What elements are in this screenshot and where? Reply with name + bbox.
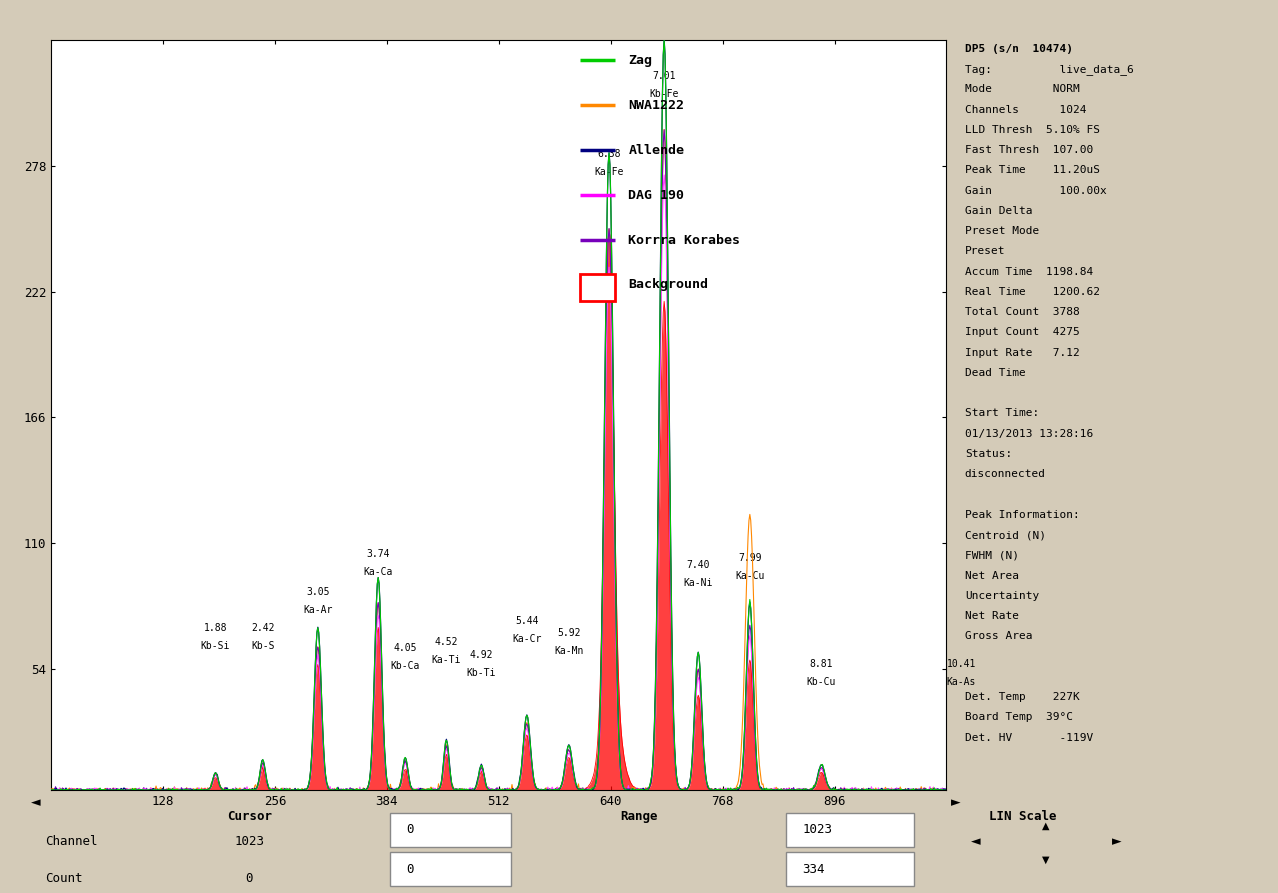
- Text: Gross Area: Gross Area: [965, 631, 1033, 641]
- Text: 4.05: 4.05: [394, 643, 417, 654]
- Text: Ka-Cu: Ka-Cu: [735, 572, 764, 581]
- Text: Channel: Channel: [45, 835, 97, 847]
- Text: Real Time    1200.62: Real Time 1200.62: [965, 287, 1100, 297]
- Text: Net Rate: Net Rate: [965, 611, 1019, 621]
- Text: 4.52: 4.52: [435, 637, 458, 647]
- Text: Count: Count: [45, 872, 82, 885]
- Text: Centroid (N): Centroid (N): [965, 530, 1045, 540]
- Text: ▼: ▼: [1042, 855, 1049, 865]
- Text: Zag: Zag: [629, 54, 652, 67]
- Text: Gain Delta: Gain Delta: [965, 206, 1033, 216]
- Text: Background: Background: [629, 279, 708, 291]
- Text: Ka-Mn: Ka-Mn: [555, 646, 584, 655]
- Text: FWHM (N): FWHM (N): [965, 550, 1019, 560]
- Text: Board Temp  39°C: Board Temp 39°C: [965, 713, 1072, 722]
- FancyBboxPatch shape: [786, 852, 914, 886]
- Text: 01/13/2013 13:28:16: 01/13/2013 13:28:16: [965, 429, 1093, 438]
- Text: Net Area: Net Area: [965, 571, 1019, 580]
- Text: Range: Range: [620, 811, 658, 823]
- Text: Uncertainty: Uncertainty: [965, 591, 1039, 601]
- Text: Kb-Ca: Kb-Ca: [391, 662, 420, 672]
- Text: Korrra Korabes: Korrra Korabes: [629, 234, 740, 246]
- Text: 10.41: 10.41: [947, 659, 976, 669]
- Text: 6.38: 6.38: [597, 149, 621, 159]
- Text: Channels      1024: Channels 1024: [965, 104, 1086, 114]
- Text: 5.44: 5.44: [515, 616, 538, 626]
- Text: Input Rate   7.12: Input Rate 7.12: [965, 347, 1080, 358]
- Text: 1.88: 1.88: [203, 623, 227, 633]
- Text: Preset: Preset: [965, 246, 1006, 256]
- Text: Preset Mode: Preset Mode: [965, 226, 1039, 237]
- Text: Kb-Ti: Kb-Ti: [466, 668, 496, 678]
- Text: Ka-Ca: Ka-Ca: [363, 567, 392, 577]
- Text: ▲: ▲: [1042, 821, 1049, 830]
- Text: Det. Temp    227K: Det. Temp 227K: [965, 692, 1080, 702]
- Text: ►: ►: [1112, 835, 1122, 848]
- Text: Ka-Ar: Ka-Ar: [303, 605, 332, 615]
- Text: 3.74: 3.74: [367, 549, 390, 559]
- Text: Ka-Fe: Ka-Fe: [594, 167, 624, 177]
- Text: Ka-Cr: Ka-Cr: [512, 634, 542, 645]
- Text: 4.92: 4.92: [469, 650, 493, 660]
- FancyBboxPatch shape: [390, 852, 511, 886]
- Text: 3.05: 3.05: [307, 588, 330, 597]
- Text: Kb-Si: Kb-Si: [201, 641, 230, 651]
- Text: ►: ►: [951, 797, 961, 809]
- Text: Total Count  3788: Total Count 3788: [965, 307, 1080, 317]
- Text: 7.01: 7.01: [652, 71, 676, 80]
- Text: ◄: ◄: [971, 835, 982, 848]
- Text: Mode         NORM: Mode NORM: [965, 85, 1080, 95]
- Text: Status:: Status:: [965, 449, 1012, 459]
- Text: DP5 (s/n  10474): DP5 (s/n 10474): [965, 44, 1072, 54]
- Text: Ka-Ti: Ka-Ti: [432, 655, 461, 664]
- Text: 0: 0: [406, 823, 414, 836]
- Text: Det. HV       -119V: Det. HV -119V: [965, 732, 1093, 743]
- Bar: [580, 274, 615, 301]
- FancyBboxPatch shape: [786, 813, 914, 847]
- Text: 7.99: 7.99: [739, 554, 762, 563]
- Text: 0: 0: [245, 872, 253, 885]
- Text: Peak Time    11.20uS: Peak Time 11.20uS: [965, 165, 1100, 175]
- Text: Input Count  4275: Input Count 4275: [965, 328, 1080, 338]
- Text: Gain          100.00x: Gain 100.00x: [965, 186, 1107, 196]
- Text: DAG 190: DAG 190: [629, 188, 684, 202]
- Text: 5.92: 5.92: [557, 628, 580, 638]
- Text: 1023: 1023: [803, 823, 832, 836]
- Text: Kb-Cu: Kb-Cu: [806, 677, 836, 687]
- Text: 334: 334: [803, 863, 826, 876]
- Text: Accum Time  1198.84: Accum Time 1198.84: [965, 267, 1093, 277]
- Text: disconnected: disconnected: [965, 469, 1045, 480]
- Text: LIN Scale: LIN Scale: [989, 811, 1056, 823]
- Text: Ka-Ni: Ka-Ni: [684, 578, 713, 588]
- Text: Allende: Allende: [629, 144, 684, 157]
- Text: 1023: 1023: [234, 835, 265, 847]
- Text: 2.42: 2.42: [250, 623, 275, 633]
- Text: Kb-Fe: Kb-Fe: [649, 88, 679, 98]
- Text: 0: 0: [406, 863, 414, 876]
- Text: Tag:          live_data_6: Tag: live_data_6: [965, 64, 1134, 75]
- Text: 8.81: 8.81: [810, 659, 833, 669]
- Text: Cursor: Cursor: [226, 811, 272, 823]
- Text: Kb-S: Kb-S: [250, 641, 275, 651]
- Text: Fast Thresh  107.00: Fast Thresh 107.00: [965, 146, 1093, 155]
- Text: LLD Thresh  5.10% FS: LLD Thresh 5.10% FS: [965, 125, 1100, 135]
- Text: Start Time:: Start Time:: [965, 408, 1039, 419]
- Text: ◄: ◄: [31, 797, 41, 809]
- Text: NWA1222: NWA1222: [629, 99, 684, 112]
- Text: Ka-As: Ka-As: [947, 677, 976, 687]
- Text: Dead Time: Dead Time: [965, 368, 1025, 378]
- Text: 7.40: 7.40: [686, 560, 711, 571]
- Text: Peak Information:: Peak Information:: [965, 510, 1080, 520]
- FancyBboxPatch shape: [390, 813, 511, 847]
